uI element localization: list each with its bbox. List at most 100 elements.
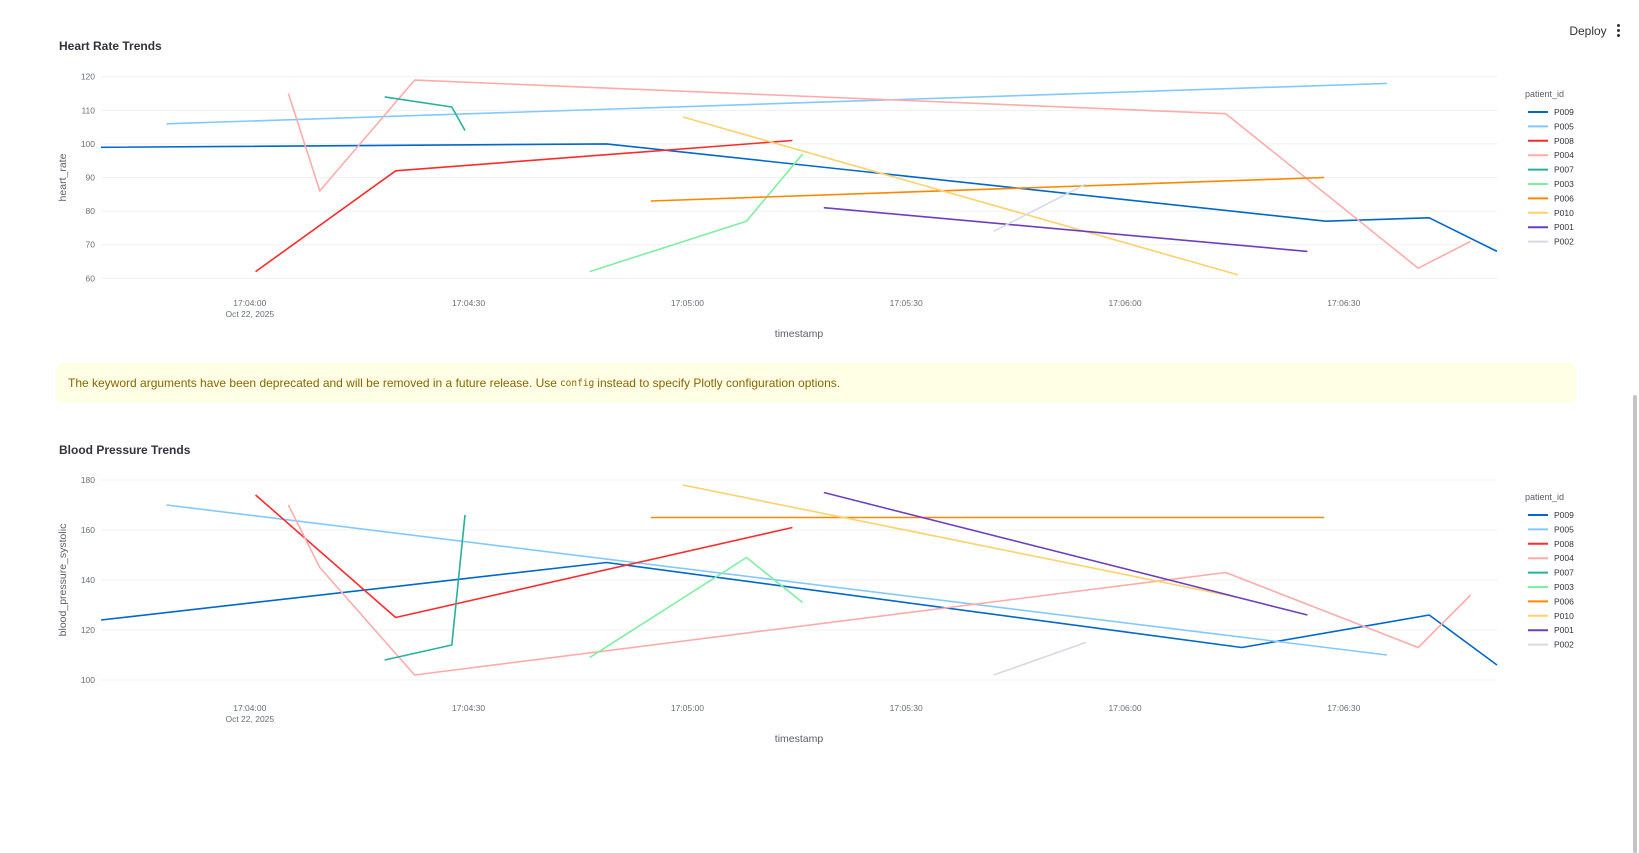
legend-label: P004 — [1554, 150, 1574, 160]
blood-pressure-chart: 100 120 140 160 180 17:04:00 Oct 22, 2025 17:04… — [0, 470, 1639, 760]
x-tick-label: 17:04:00 — [233, 703, 266, 713]
app-header: Deploy — [0, 0, 1639, 52]
series-line-p008[interactable] — [255, 494, 793, 619]
heart-rate-title: Heart Rate Trends — [59, 39, 162, 53]
warning-text-before: The keyword arguments have been deprecat… — [68, 376, 557, 390]
legend-label: P009 — [1554, 510, 1574, 520]
legend-label: P003 — [1554, 582, 1574, 592]
legend-label: P001 — [1554, 625, 1574, 635]
legend-item-p007[interactable]: P007 — [1528, 165, 1574, 175]
x-tick-label: 17:04:30 — [452, 298, 485, 308]
legend-item-p003[interactable]: P003 — [1528, 582, 1574, 592]
legend-item-p002[interactable]: P002 — [1528, 640, 1574, 650]
series-line-p007[interactable] — [384, 96, 466, 131]
x-tick-label: 17:06:00 — [1108, 298, 1141, 308]
y-tick-label: 120 — [81, 625, 95, 635]
deprecation-warning: The keyword arguments have been deprecat… — [56, 363, 1576, 403]
legend-item-p005[interactable]: P005 — [1528, 121, 1574, 131]
legend-item-p009[interactable]: P009 — [1528, 107, 1574, 117]
vertical-dots-icon[interactable] — [1607, 16, 1629, 44]
series-line-p010[interactable] — [682, 484, 1239, 599]
series-line-p003[interactable] — [589, 556, 804, 659]
x-axis-title: timestamp — [775, 328, 824, 340]
deploy-button[interactable]: Deploy — [1557, 18, 1619, 44]
legend-label: P006 — [1554, 596, 1574, 606]
series-line-p002[interactable] — [993, 641, 1086, 676]
x-tick-label: 17:05:00 — [671, 703, 704, 713]
x-tick-sublabel: Oct 22, 2025 — [225, 714, 274, 724]
legend-item-p008[interactable]: P008 — [1528, 136, 1574, 146]
series-line-p008[interactable] — [255, 139, 793, 273]
warning-text-after: instead to specify Plotly configuration … — [597, 376, 841, 390]
series-line-p009[interactable] — [100, 561, 1498, 666]
legend-label: P010 — [1554, 208, 1574, 218]
y-tick-label: 80 — [86, 206, 96, 216]
x-tick-label: 17:05:00 — [671, 298, 704, 308]
x-tick-label: 17:06:30 — [1327, 703, 1360, 713]
series-line-p001[interactable] — [823, 206, 1308, 253]
legend-label: P002 — [1554, 640, 1574, 650]
series-line-p006[interactable] — [650, 176, 1325, 202]
legend-item-p006[interactable]: P006 — [1528, 596, 1574, 606]
series-line-p002[interactable] — [993, 183, 1086, 233]
blood-pressure-title: Blood Pressure Trends — [59, 443, 191, 457]
series-line-p007[interactable] — [384, 514, 466, 661]
x-tick-sublabel: Oct 22, 2025 — [225, 309, 274, 319]
y-tick-label: 180 — [81, 475, 95, 485]
legend-item-p001[interactable]: P001 — [1528, 625, 1574, 635]
x-axis-title: timestamp — [775, 733, 824, 745]
legend-item-p010[interactable]: P010 — [1528, 611, 1574, 621]
y-tick-label: 120 — [81, 72, 95, 82]
series-line-p010[interactable] — [682, 116, 1239, 276]
y-tick-label: 160 — [81, 525, 95, 535]
legend-item-p004[interactable]: P004 — [1528, 150, 1574, 160]
page-scrollbar[interactable] — [1633, 395, 1637, 853]
heart-rate-chart: 60 70 80 90 100 110 120 17:04:00 Oct 22, 2025 17:… — [0, 70, 1639, 350]
legend-item-p010[interactable]: P010 — [1528, 208, 1574, 218]
legend-item-p007[interactable]: P007 — [1528, 568, 1574, 578]
legend-item-p002[interactable]: P002 — [1528, 237, 1574, 247]
series-line-p009[interactable] — [100, 143, 1498, 253]
legend-label: P007 — [1554, 165, 1574, 175]
x-tick-label: 17:06:30 — [1327, 298, 1360, 308]
legend-label: P006 — [1554, 193, 1574, 203]
x-tick-label: 17:04:30 — [452, 703, 485, 713]
legend-item-p009[interactable]: P009 — [1528, 510, 1574, 520]
series-line-p004[interactable] — [287, 79, 1472, 269]
legend-label: P010 — [1554, 611, 1574, 621]
legend-label: P005 — [1554, 121, 1574, 131]
y-axis-title: heart_rate — [57, 153, 69, 201]
x-tick-label: 17:05:30 — [890, 703, 923, 713]
x-tick-label: 17:06:00 — [1108, 703, 1141, 713]
y-tick-label: 90 — [86, 173, 96, 183]
legend-label: P004 — [1554, 553, 1574, 563]
y-tick-label: 70 — [86, 240, 96, 250]
legend-title: patient_id — [1525, 89, 1564, 99]
legend-label: P001 — [1554, 222, 1574, 232]
x-tick-label: 17:05:30 — [890, 298, 923, 308]
y-tick-label: 110 — [81, 105, 95, 115]
series-line-p004[interactable] — [287, 504, 1472, 676]
series-line-p001[interactable] — [823, 491, 1308, 616]
legend-label: P003 — [1554, 179, 1574, 189]
legend-item-p006[interactable]: P006 — [1528, 193, 1574, 203]
y-tick-label: 60 — [86, 273, 96, 283]
legend-item-p004[interactable]: P004 — [1528, 553, 1574, 563]
legend-item-p001[interactable]: P001 — [1528, 222, 1574, 232]
legend-title: patient_id — [1525, 492, 1564, 502]
x-tick-label: 17:04:00 — [233, 298, 266, 308]
legend-label: P008 — [1554, 136, 1574, 146]
series-line-p005[interactable] — [166, 504, 1387, 656]
legend-item-p005[interactable]: P005 — [1528, 524, 1574, 534]
y-tick-label: 100 — [81, 139, 95, 149]
legend-label: P008 — [1554, 539, 1574, 549]
series-line-p003[interactable] — [589, 153, 804, 273]
y-tick-label: 100 — [81, 675, 95, 685]
legend-item-p008[interactable]: P008 — [1528, 539, 1574, 549]
legend-label: P002 — [1554, 237, 1574, 247]
series-line-p005[interactable] — [166, 82, 1387, 125]
legend-item-p003[interactable]: P003 — [1528, 179, 1574, 189]
legend-label: P007 — [1554, 568, 1574, 578]
